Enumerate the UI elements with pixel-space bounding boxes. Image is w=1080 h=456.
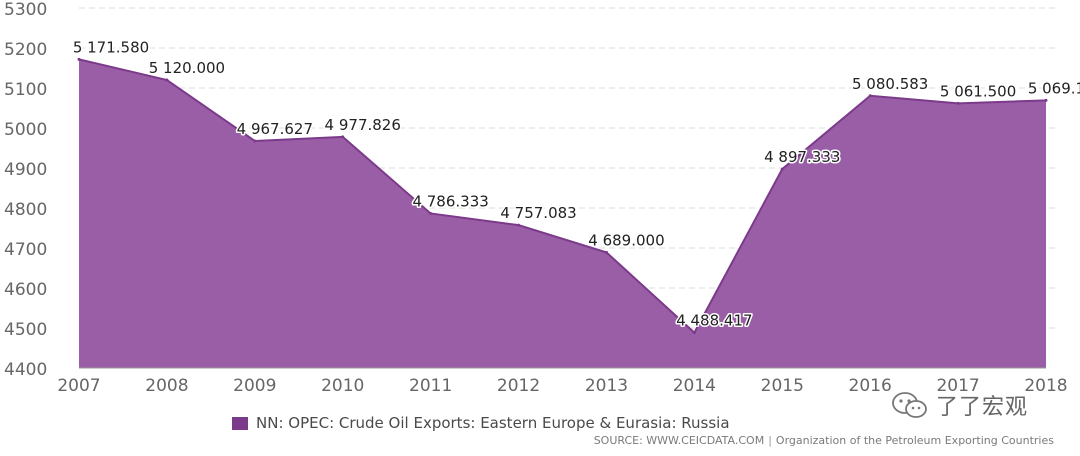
data-point [604,250,608,254]
data-label-halo: 5 171.580 [73,38,149,56]
source-org: Organization of the Petroleum Exporting … [775,434,1054,447]
legend-label: NN: OPEC: Crude Oil Exports: Eastern Eur… [256,414,730,432]
data-label: 5 120.000 [149,59,225,77]
data-label-halo: 4 786.333 [412,192,488,210]
data-point [1044,98,1048,102]
x-tick-label: 2011 [409,376,452,396]
data-point [517,223,521,227]
y-tick-label: 4800 [4,200,47,220]
y-tick-label: 4900 [4,160,47,180]
y-tick-label: 5300 [4,0,47,20]
data-label-halo: 5 061.500 [940,82,1016,100]
legend: NN: OPEC: Crude Oil Exports: Eastern Eur… [232,413,730,433]
data-label-halo: 4 488.417 [676,312,752,330]
watermark-text: 了了宏观 [936,395,1029,420]
data-label-halo: 5 080.583 [852,75,928,93]
data-label-halo: 4 757.083 [500,204,576,222]
data-point [780,167,784,171]
data-point [956,101,960,105]
data-label-halo: 5 120.000 [149,59,225,77]
x-tick-label: 2013 [585,376,628,396]
data-point [868,94,872,98]
data-label-halo: 4 967.627 [237,120,313,138]
x-tick-label: 2007 [57,376,100,396]
data-point [77,57,81,61]
data-point [429,211,433,215]
x-tick-label: 2010 [321,376,364,396]
x-tick-label: 2008 [145,376,188,396]
data-point [692,331,696,335]
data-label: 5 061.500 [940,82,1016,100]
data-point [165,78,169,82]
x-tick-label: 2009 [233,376,276,396]
wechat-icon [892,392,927,418]
x-tick-label: 2016 [849,376,892,396]
legend-swatch [232,416,248,430]
x-tick-label: 2018 [1024,376,1067,396]
area-series [79,59,1046,368]
data-label: 5 171.580 [73,38,149,56]
data-point [253,139,257,143]
y-tick-label: 5100 [4,80,47,100]
data-label-halo: 4 977.826 [325,116,401,134]
data-label-halo: 4 897.333 [764,148,840,166]
data-point [341,135,345,139]
source-site: SOURCE: WWW.CEICDATA.COM [593,434,765,447]
data-label: 4 689.000 [588,231,664,249]
data-label: 4 977.826 [325,116,401,134]
y-tick-label: 4600 [4,280,47,300]
y-tick-label: 4700 [4,240,47,260]
x-tick-label: 2012 [497,376,540,396]
watermark: 了了宏观 [890,388,1055,422]
data-label: 4 967.627 [237,120,313,138]
x-tick-label: 2017 [936,376,979,396]
y-tick-label: 5000 [4,120,47,140]
data-label: 5 069.103 [1028,79,1080,97]
series-line [78,58,1047,335]
data-label: 4 897.333 [764,148,840,166]
data-label: 4 488.417 [676,312,752,330]
y-tick-label: 4400 [4,360,47,380]
data-label-halo: 4 689.000 [588,231,664,249]
data-label: 4 757.083 [500,204,576,222]
data-label: 4 786.333 [412,192,488,210]
x-tick-label: 2014 [673,376,716,396]
source-separator: | [768,434,772,447]
x-tick-label: 2015 [761,376,804,396]
y-tick-label: 5200 [4,40,47,60]
data-label-halo: 5 069.103 [1028,79,1080,97]
y-tick-label: 4500 [4,320,47,340]
data-label: 5 080.583 [852,75,928,93]
source-note: SOURCE: WWW.CEICDATA.COM | Organization of… [594,434,1054,447]
